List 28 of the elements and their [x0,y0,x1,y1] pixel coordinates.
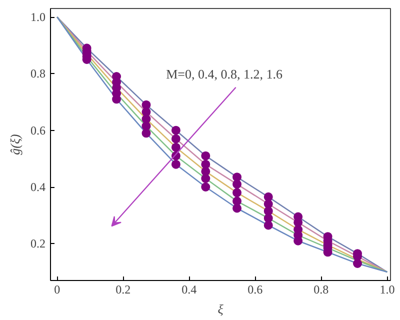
point [232,188,242,198]
x-tick-label: 0.6 [248,282,263,296]
line-series [56,16,388,273]
point [201,182,210,192]
point [264,220,273,230]
point [171,134,180,144]
point [201,151,210,160]
point [232,180,242,189]
point [171,160,180,169]
point [201,174,210,183]
y-tick-label: 0.6 [30,123,46,138]
annotation: M=0, 0.4, 0.8, 1.2, 1.6 [166,66,283,82]
x-tick-label: 0 [54,282,60,296]
y-axis-title: ĝ(ξ) [8,134,22,155]
y-tick-label: 1.0 [30,10,46,24]
y-tick-label: 0.8 [30,66,46,81]
y-tick-label: 0.4 [30,180,46,194]
x-tick-label: 0.4 [182,282,197,296]
y-tick-label: 0.2 [30,236,46,251]
point [171,126,180,135]
x-tick-label: 1.0 [380,282,395,296]
x-tick-label: 0.2 [116,282,131,296]
point [232,204,242,213]
point [171,142,180,152]
point [352,259,362,268]
x-tick-label: 0.8 [314,282,329,296]
x-axis-title: ξ [218,302,224,316]
point [142,128,151,138]
